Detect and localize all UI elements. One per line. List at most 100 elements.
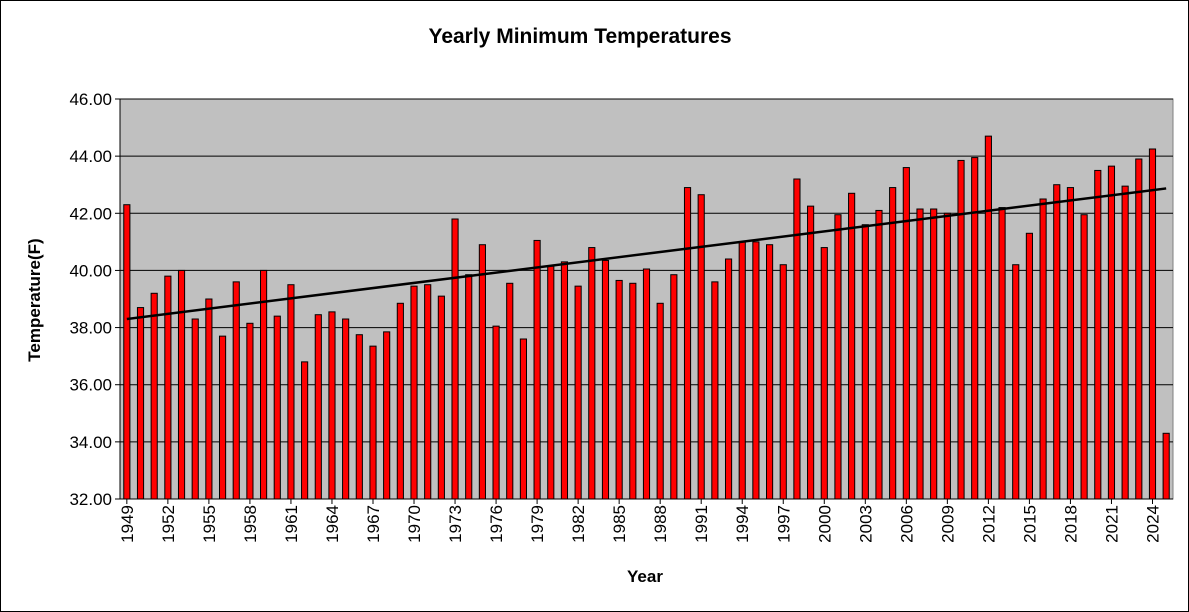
x-tick-label: 1961: [282, 505, 301, 543]
bar: [560, 261, 569, 500]
chart-title: Yearly Minimum Temperatures: [428, 25, 731, 48]
x-tick-label: 2009: [938, 505, 957, 543]
bar: [1053, 184, 1061, 500]
bar: [957, 159, 965, 500]
y-axis-title: Temperature(F): [25, 238, 44, 361]
bar: [1107, 165, 1116, 500]
x-tick-label: 2021: [1102, 505, 1121, 543]
y-tick-label: 46.00: [69, 90, 112, 109]
bar: [177, 269, 186, 500]
bar: [807, 205, 815, 500]
bar: [342, 318, 350, 500]
trendline: [126, 187, 1167, 321]
bar: [123, 204, 131, 500]
x-tick-label: 1979: [528, 505, 547, 543]
x-tick-label: 2018: [1061, 505, 1080, 543]
bar: [834, 214, 842, 500]
bar: [355, 334, 363, 500]
bar: [766, 244, 774, 500]
bar: [383, 331, 391, 500]
bar: [848, 192, 856, 500]
bar: [150, 292, 158, 500]
bar: [424, 284, 432, 500]
axes: [115, 98, 1173, 504]
bar: [984, 135, 992, 500]
bar: [711, 281, 719, 500]
bar: [506, 282, 514, 500]
bar: [670, 274, 678, 500]
bar: [738, 241, 746, 500]
x-tick-label: 1991: [692, 505, 711, 543]
bar: [1094, 169, 1102, 500]
bar: [1148, 148, 1157, 500]
x-tick-label: 2003: [856, 505, 875, 543]
bar: [820, 247, 828, 500]
bar: [1135, 158, 1143, 500]
gridlines: [120, 98, 1173, 443]
bar: [656, 302, 664, 500]
bar: [793, 178, 801, 500]
bar: [478, 244, 486, 500]
x-tick-label: 1949: [118, 505, 137, 543]
x-tick-label: 1976: [487, 505, 506, 543]
bar: [1066, 187, 1075, 500]
bar: [164, 275, 172, 500]
bar: [588, 247, 596, 500]
bar: [1162, 432, 1170, 500]
x-tick-labels: 1949 1952 1955 1958 1961 1964 1967 1970 1973 1976…: [118, 505, 1163, 543]
bar: [1012, 264, 1020, 500]
bar: [205, 298, 213, 500]
x-tick-label: 1985: [610, 505, 629, 543]
x-tick-label: 2006: [897, 505, 916, 543]
bar: [916, 208, 924, 500]
x-axis-title: Year: [627, 567, 663, 586]
bar: [191, 318, 199, 500]
bar: [547, 265, 555, 500]
x-tick-label: 1970: [405, 505, 424, 543]
x-tick-label: 1988: [651, 505, 670, 543]
bar: [287, 284, 295, 500]
x-tick-label: 1964: [323, 505, 342, 543]
x-tick-label: 2024: [1143, 505, 1162, 543]
bar: [943, 212, 951, 500]
bar: [779, 264, 787, 500]
bar: [410, 285, 418, 500]
bar: [136, 307, 145, 500]
bar: [273, 315, 281, 500]
bar: [1039, 198, 1047, 500]
bar: [902, 167, 910, 500]
y-tick-label: 36.00: [69, 376, 112, 395]
x-tick-label: 1955: [200, 505, 219, 543]
bar: [1080, 214, 1088, 500]
bar: [875, 209, 883, 500]
bar: [683, 187, 692, 500]
bar: [642, 268, 651, 500]
bar: [861, 224, 869, 500]
bar: [752, 241, 760, 500]
x-tick-label: 2000: [815, 505, 834, 543]
bar: [451, 218, 459, 500]
bar: [396, 302, 404, 500]
bar: [246, 322, 254, 500]
bar: [492, 325, 500, 500]
bar: [998, 207, 1006, 500]
bar: [519, 338, 527, 500]
y-tick-label: 42.00: [69, 204, 112, 223]
bar: [930, 208, 938, 500]
bar: [629, 282, 637, 500]
y-tick-label: 44.00: [69, 147, 112, 166]
x-tick-label: 2012: [979, 505, 998, 543]
bar: [615, 279, 623, 500]
y-tick-label: 38.00: [69, 319, 112, 338]
bar: [971, 157, 979, 500]
x-tick-label: 1958: [241, 505, 260, 543]
bar: [889, 187, 897, 500]
x-tick-label: 2015: [1020, 505, 1039, 543]
x-tick-label: 1973: [446, 505, 465, 543]
y-tick-labels: 32.00 34.00 36.00 38.00 40.00 42.00 44.00 46.00: [69, 90, 112, 509]
bar: [260, 269, 268, 500]
x-tick-label: 1952: [159, 505, 178, 543]
bar: [232, 281, 240, 500]
